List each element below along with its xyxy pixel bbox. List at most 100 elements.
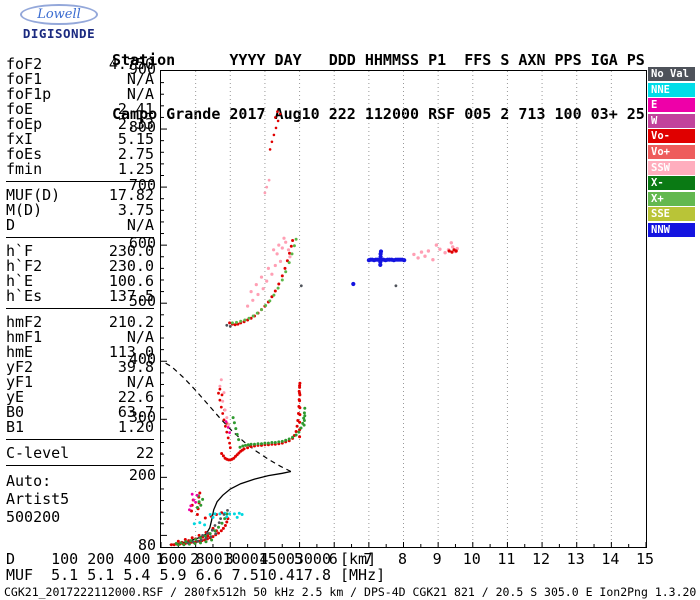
parameter-row: foE 2.41: [6, 102, 154, 117]
x-axis-tick-label: 15: [635, 550, 655, 568]
muf-row: MUF 5.1 5.1 5.4 5.9 6.6 7.510.417.8 [MHz]: [6, 567, 385, 583]
x-axis-tick-label: 5: [294, 550, 304, 568]
parameter-name: yF2: [6, 358, 34, 376]
x-axis-tick-label: 4: [259, 550, 269, 568]
parameter-row: B1 1.20: [6, 420, 154, 435]
parameter-row: yE 22.6: [6, 390, 154, 405]
autoscaling-info: Artist5: [6, 490, 70, 508]
parameter-value: 100.6: [108, 272, 154, 290]
parameter-value: 2.33: [117, 115, 154, 133]
row-value: 800: [195, 550, 223, 568]
parameter-name: h`F: [6, 242, 34, 260]
row-unit: [km]: [340, 550, 377, 568]
status-line: CGK21_2017222112000.RSF / 280fx512h 50 k…: [4, 585, 697, 599]
parameter-row: foEp 2.33: [6, 117, 154, 132]
y-axis-tick-label: 700: [128, 176, 156, 195]
parameter-value: 39.8: [117, 358, 154, 376]
parameter-row: D N/A: [6, 218, 154, 233]
lowell-logo-text: Lowell: [20, 4, 98, 25]
parameter-group: h`F 230.0 h`F2 230.0 h`E 100.6 h`Es 137.5: [6, 244, 154, 309]
parameter-name: h`Es: [6, 287, 43, 305]
header-station-values: Campo Grande 2017 Aug10 222 112000 RSF 0…: [112, 105, 645, 123]
legend-item: Vo+: [648, 144, 695, 159]
parameter-row: foF1p N/A: [6, 87, 154, 102]
row-value: 5.1: [51, 566, 79, 584]
parameter-row: foEs 2.75: [6, 147, 154, 162]
parameter-name: yE: [6, 388, 25, 406]
row-value: 200: [87, 550, 115, 568]
parameter-row: foF1 N/A: [6, 72, 154, 87]
parameter-name: foE: [6, 100, 34, 118]
legend-item: X-: [648, 176, 695, 191]
parameter-name: B0: [6, 403, 25, 421]
y-axis-tick-label: 400: [128, 350, 156, 369]
parameter-row: h`F2 230.0: [6, 259, 154, 274]
parameter-value: 230.0: [108, 257, 154, 275]
parameter-value: 4.750: [108, 55, 154, 73]
parameter-group: foF2 4.750 foF1 N/A foF1p N/A foE 2.41 foEp 2.33 f…: [6, 57, 154, 182]
parameter-group: C-level 22: [6, 446, 154, 466]
parameter-panel: foF2 4.750 foF1 N/A foF1p N/A foE 2.41 foEp 2.33 f…: [6, 57, 154, 526]
parameter-row: fxI 5.15: [6, 132, 154, 147]
x-axis-tick-label: 12: [532, 550, 551, 568]
parameter-name: hmF2: [6, 313, 43, 331]
d-row: D 100 200 400 600 800100015003000 [km]: [6, 551, 385, 567]
parameter-name: foF2: [6, 55, 43, 73]
legend-item: W: [648, 113, 695, 128]
parameter-name: h`E: [6, 272, 34, 290]
parameter-row: h`Es 137.5: [6, 289, 154, 304]
row-value: 100: [51, 550, 79, 568]
x-axis-tick-label: 13: [566, 550, 585, 568]
parameter-name: MUF(D): [6, 186, 61, 204]
parameter-row: C-level 22: [6, 446, 154, 461]
x-axis-tick-label: 9: [432, 550, 442, 568]
row-unit: [MHz]: [340, 566, 386, 584]
parameter-value: 5.15: [117, 130, 154, 148]
x-axis-tick-label: 7: [363, 550, 373, 568]
parameter-name: D: [6, 216, 16, 234]
row-value: 17.8: [294, 566, 331, 584]
x-axis-tick-label: 6: [328, 550, 338, 568]
parameter-row: hmF1 N/A: [6, 330, 154, 345]
y-axis-tick-label: 300: [128, 408, 156, 427]
y-axis-tick-label: 600: [128, 234, 156, 253]
parameter-row: hmE 113.0: [6, 345, 154, 360]
parameter-row: yF2 39.8: [6, 360, 154, 375]
parameter-value: N/A: [126, 70, 154, 88]
legend-item: SSW: [648, 160, 695, 175]
row-value: 1000: [222, 550, 259, 568]
digisonde-logo-text: DIGISONDE: [22, 26, 96, 41]
parameter-value: 17.82: [108, 186, 154, 204]
row-value: 3000: [294, 550, 331, 568]
row-value: 6.6: [195, 566, 223, 584]
parameter-group: hmF2 210.2 hmF1 N/A hmE 113.0 yF2 39.8 yF1 N/A yE 2…: [6, 315, 154, 440]
parameter-value: N/A: [126, 85, 154, 103]
lowell-digisonde-logo: Lowell DIGISONDE: [6, 4, 112, 41]
legend-item: SSE: [648, 207, 695, 222]
parameter-row: h`E 100.6: [6, 274, 154, 289]
parameter-row: yF1 N/A: [6, 375, 154, 390]
x-axis-tick-label: 1: [155, 550, 165, 568]
legend-item: X+: [648, 191, 695, 206]
y-axis-tick-label: 900: [128, 60, 156, 78]
row-value: 400: [123, 550, 151, 568]
parameter-value: 63.7: [117, 403, 154, 421]
parameter-group: MUF(D) 17.82 M(D) 3.75 D N/A: [6, 188, 154, 238]
parameter-value: 137.5: [108, 287, 154, 305]
legend-item: E: [648, 98, 695, 113]
muf-table: D 100 200 400 600 800100015003000 [km] MUF 5.1 5…: [6, 551, 385, 583]
autoscaling-info: Auto:: [6, 472, 52, 490]
parameter-row: fmin 1.25: [6, 162, 154, 177]
row-label: MUF: [6, 566, 34, 584]
parameter-name: h`F2: [6, 257, 43, 275]
parameter-value: 113.0: [108, 343, 154, 361]
parameter-name: yF1: [6, 373, 34, 391]
row-label: D: [6, 550, 16, 568]
y-axis-tick-label: 500: [128, 292, 156, 311]
row-value: 600: [159, 550, 187, 568]
parameter-name: foEp: [6, 115, 43, 133]
parameter-name: fmin: [6, 160, 43, 178]
parameter-value: 22.6: [117, 388, 154, 406]
x-axis-tick-label: 14: [601, 550, 620, 568]
parameter-name: C-level: [6, 444, 70, 462]
